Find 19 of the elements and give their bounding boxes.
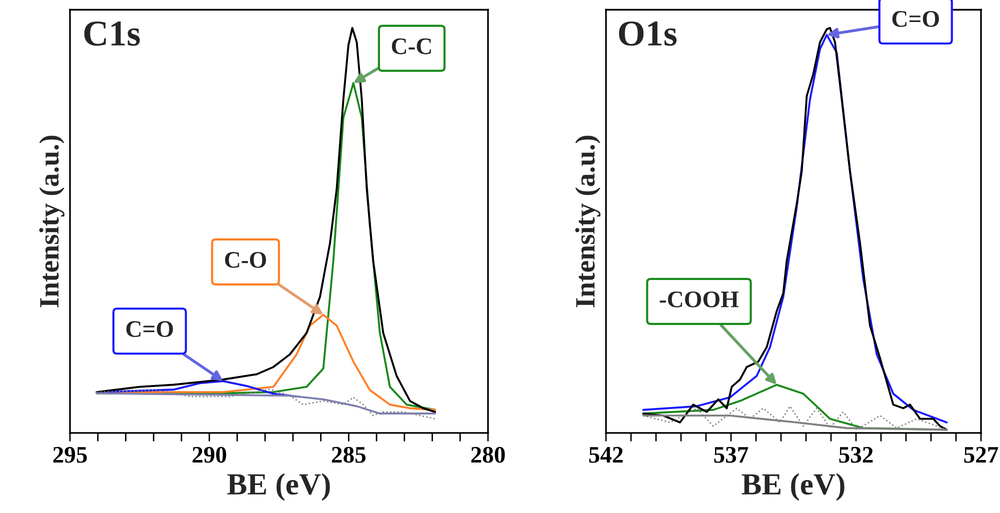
annotation: C-C <box>392 38 431 54</box>
y-axis-title: Intensity (a.u.) <box>39 136 64 308</box>
x-axis-title: BE (eV) <box>227 473 330 501</box>
x-tick-label: 527 <box>964 446 998 463</box>
x-axis-title: BE (eV) <box>742 473 844 501</box>
chart-title: O1s <box>619 21 677 46</box>
x-tick-label: 280 <box>471 446 505 463</box>
x-tick-label: 537 <box>714 446 748 463</box>
x-tick-label: 542 <box>589 446 623 463</box>
x-tick-label: 285 <box>332 446 366 463</box>
x-tick-label: 290 <box>192 446 226 463</box>
x-tick-label: 532 <box>839 446 873 463</box>
chart-title: C1s <box>84 21 140 46</box>
annotation: C=O <box>892 11 939 27</box>
annotation: C=O <box>126 321 173 338</box>
annotation: C-O <box>225 252 266 268</box>
x-tick-label: 295 <box>53 446 87 463</box>
annotation: -COOH <box>660 291 739 308</box>
y-axis-title: Intensity (a.u.) <box>575 136 600 308</box>
